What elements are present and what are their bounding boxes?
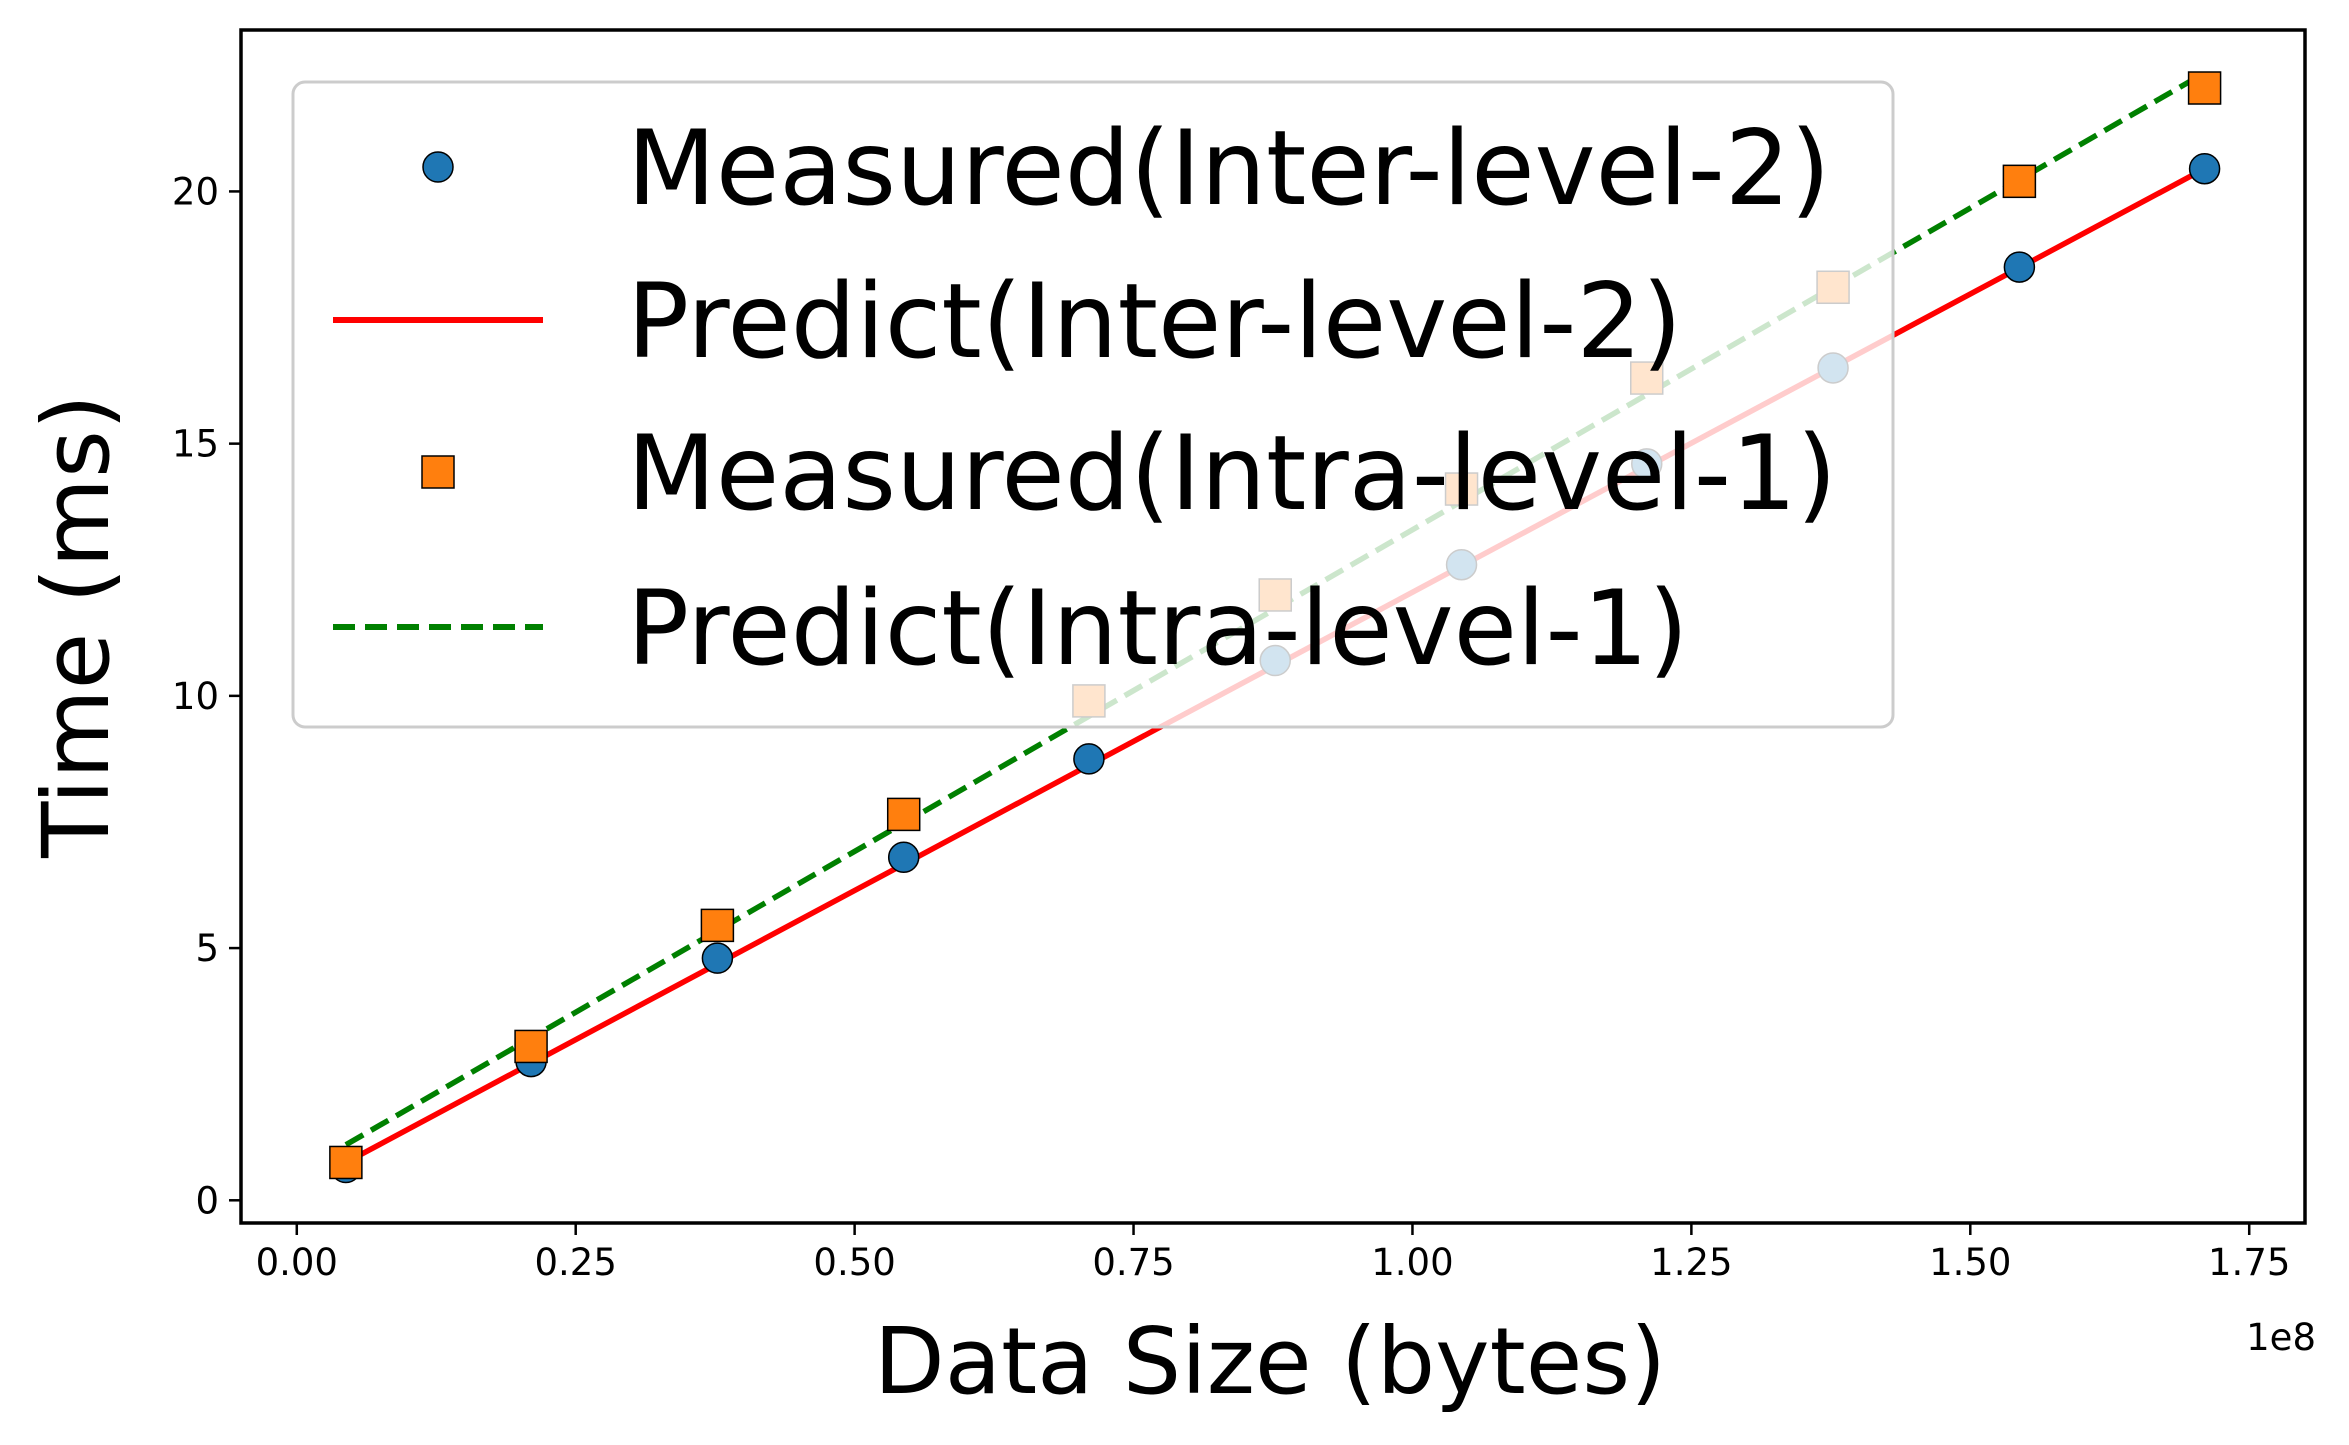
x-tick-label-4: 1.00 — [1371, 1241, 1453, 1284]
legend-label-1: Predict(Inter-level-2) — [627, 262, 1682, 382]
series-2-point-2 — [700, 908, 735, 943]
x-tick-label-5: 1.25 — [1650, 1241, 1732, 1284]
legend: Measured(Inter-level-2) Predict(Inter-lev… — [291, 80, 1895, 729]
series-2-point-9 — [2002, 164, 2037, 199]
series-0-point-4 — [1073, 743, 1105, 775]
x-tick-label-7: 1.75 — [2208, 1241, 2290, 1284]
x-offset-text: 1e8 — [2246, 1316, 2316, 1359]
legend-label-2: Measured(Intra-level-1) — [627, 414, 1837, 534]
y-tick-label-3: 15 — [172, 423, 219, 466]
series-2-point-0 — [329, 1145, 363, 1180]
x-tick-label-1: 0.25 — [535, 1241, 617, 1284]
series-0-point-9 — [2003, 251, 2036, 283]
x-axis-label: Data Size (bytes) — [874, 1308, 1666, 1415]
x-tick-label-2: 0.50 — [813, 1241, 895, 1284]
y-tick-label-1: 5 — [195, 927, 219, 970]
series-line-3 — [344, 70, 2206, 1148]
legend-marker-2 — [421, 455, 455, 489]
legend-marker-0 — [422, 151, 454, 183]
series-0-point-3 — [887, 841, 920, 874]
legend-label-0: Measured(Inter-level-2) — [627, 109, 1830, 229]
legend-label-3: Predict(Intra-level-1) — [627, 569, 1688, 689]
axes-frame — [239, 28, 2307, 1225]
y-tick-label-2: 10 — [172, 675, 219, 718]
series-0-point-10 — [2188, 152, 2221, 185]
axis-ticks: 0.00 0.25 0.50 0.75 1.00 1.25 1.50 1.75 0 5 10 15 20 — [172, 170, 2291, 1284]
x-tick-label-0: 0.00 — [256, 1241, 338, 1284]
legend-frame — [291, 80, 1895, 729]
x-tick-label-6: 1.50 — [1929, 1241, 2011, 1284]
series-2-point-3 — [886, 797, 921, 832]
series-2-point-10 — [2187, 71, 2222, 105]
y-tick-label-0: 0 — [195, 1179, 219, 1222]
series-2-point-1 — [514, 1029, 548, 1064]
y-tick-label-4: 20 — [172, 170, 219, 213]
y-axis-label: Time (ms) — [23, 394, 130, 859]
x-tick-label-3: 0.75 — [1092, 1241, 1174, 1284]
series-0-point-2 — [701, 942, 734, 974]
